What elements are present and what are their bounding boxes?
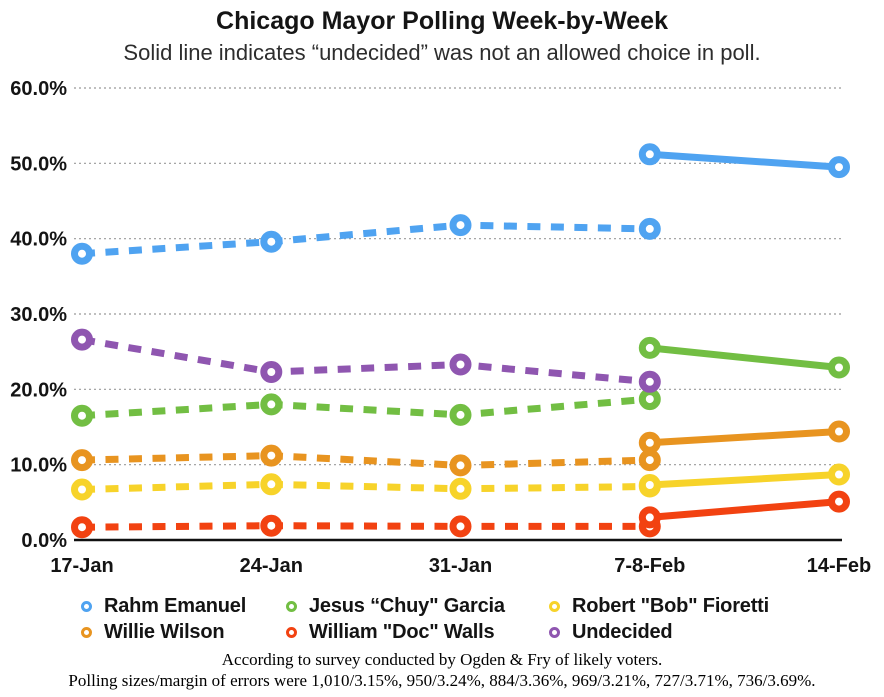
series-line-dashed-willie-wilson [81, 452, 650, 469]
x-tick-label: 7-8-Feb [614, 555, 685, 577]
data-point-marker-william-doc-walls [71, 516, 93, 539]
data-point-marker-willie-wilson [260, 444, 283, 467]
legend-item-jesus-chuy-garcia: Jesus “Chuy" Garcia [286, 595, 549, 618]
data-point-marker-rahm-emanuel [260, 230, 283, 253]
data-point-marker-undecided [449, 353, 472, 376]
data-point-marker-robert-bob-fioretti [828, 463, 850, 486]
data-point-marker-william-doc-walls [260, 514, 283, 537]
data-point-marker-undecided [71, 328, 93, 351]
legend-label: Undecided [572, 621, 673, 643]
legend-ring-icon [286, 627, 297, 638]
x-tick-label: 14-Feb [807, 555, 871, 577]
legend-item-robert-bob-fioretti: Robert "Bob" Fioretti [549, 595, 769, 618]
legend-item-undecided: Undecided [549, 621, 769, 644]
data-point-marker-undecided [638, 370, 661, 393]
line-chart: 0.0% 10.0% 20.0% 30.0% 40.0% 50.0% 60.0% 17-Jan… [10, 78, 871, 577]
series-line-solid-willie-wilson [649, 428, 840, 447]
legend-ring-icon [81, 601, 92, 612]
data-point-marker-rahm-emanuel [638, 217, 661, 240]
series-line-dashed-rahm-emanuel [81, 221, 650, 258]
data-point-marker-robert-bob-fioretti [638, 474, 661, 496]
data-point-marker-willie-wilson [638, 431, 661, 454]
series-line-dashed-robert-bob-fioretti [81, 480, 650, 493]
data-point-marker-william-doc-walls [638, 506, 661, 529]
legend-label: Jesus “Chuy" Garcia [309, 595, 505, 617]
legend-ring-icon [81, 627, 92, 638]
data-point-marker-william-doc-walls [449, 515, 472, 538]
data-point-marker-william-doc-walls [828, 490, 850, 513]
x-tick-label: 31-Jan [429, 555, 492, 577]
legend-ring-icon [549, 627, 560, 638]
y-tick-label: 30.0% [10, 304, 67, 326]
data-point-marker-jesus-chuy-garcia [449, 403, 472, 426]
data-point-marker-robert-bob-fioretti [71, 478, 93, 501]
legend-label: William "Doc" Walls [309, 621, 495, 643]
y-tick-label: 0.0% [21, 530, 67, 552]
data-point-marker-jesus-chuy-garcia [260, 393, 283, 416]
series-line-solid-rahm-emanuel [649, 150, 840, 171]
legend-ring-icon [286, 601, 297, 612]
chart-legend: Rahm Emanuel Jesus “Chuy" Garcia Robert "B… [81, 595, 769, 644]
data-point-marker-rahm-emanuel [828, 156, 850, 179]
y-tick-label: 40.0% [10, 229, 67, 251]
data-point-marker-willie-wilson [638, 449, 661, 472]
y-tick-label: 10.0% [10, 455, 67, 477]
series-line-solid-jesus-chuy-garcia [649, 344, 840, 371]
legend-label: Robert "Bob" Fioretti [572, 595, 769, 617]
data-point-marker-jesus-chuy-garcia [638, 388, 661, 411]
data-point-marker-willie-wilson [71, 449, 93, 472]
legend-ring-icon [549, 601, 560, 612]
footnote-source: According to survey conducted by Ogden &… [221, 650, 663, 669]
data-point-marker-jesus-chuy-garcia [828, 356, 850, 379]
x-tick-label: 17-Jan [50, 555, 113, 577]
series-line-dashed-undecided [81, 336, 651, 386]
data-point-marker-undecided [260, 361, 283, 383]
data-point-marker-robert-bob-fioretti [449, 477, 472, 500]
data-point-marker-rahm-emanuel [638, 143, 661, 166]
data-point-marker-rahm-emanuel [449, 214, 472, 237]
data-point-marker-robert-bob-fioretti [260, 473, 283, 496]
y-tick-label: 60.0% [10, 78, 67, 100]
data-point-marker-willie-wilson [449, 454, 472, 477]
y-tick-label: 20.0% [10, 379, 67, 401]
legend-item-william-doc-walls: William "Doc" Walls [286, 621, 549, 644]
series-line-solid-william-doc-walls [649, 498, 840, 521]
x-tick-label: 24-Jan [240, 555, 303, 577]
y-tick-label: 50.0% [10, 153, 67, 175]
series-line-dashed-william-doc-walls [81, 522, 650, 531]
data-point-marker-jesus-chuy-garcia [71, 404, 93, 427]
series-line-solid-robert-bob-fioretti [649, 471, 840, 489]
legend-label: Rahm Emanuel [104, 595, 247, 617]
chart-subtitle: Solid line indicates “undecided” was not… [123, 40, 761, 65]
legend-item-rahm-emanuel: Rahm Emanuel [81, 595, 286, 618]
series-line-dashed-jesus-chuy-garcia [81, 395, 651, 420]
legend-label: Willie Wilson [104, 621, 225, 643]
footnote-sample-sizes: Polling sizes/margin of errors were 1,01… [68, 671, 816, 690]
data-point-marker-rahm-emanuel [71, 242, 93, 265]
chart-title: Chicago Mayor Polling Week-by-Week [216, 7, 668, 35]
data-point-marker-jesus-chuy-garcia [638, 336, 661, 359]
data-point-marker-willie-wilson [828, 420, 850, 443]
legend-item-willie-wilson: Willie Wilson [81, 621, 286, 644]
